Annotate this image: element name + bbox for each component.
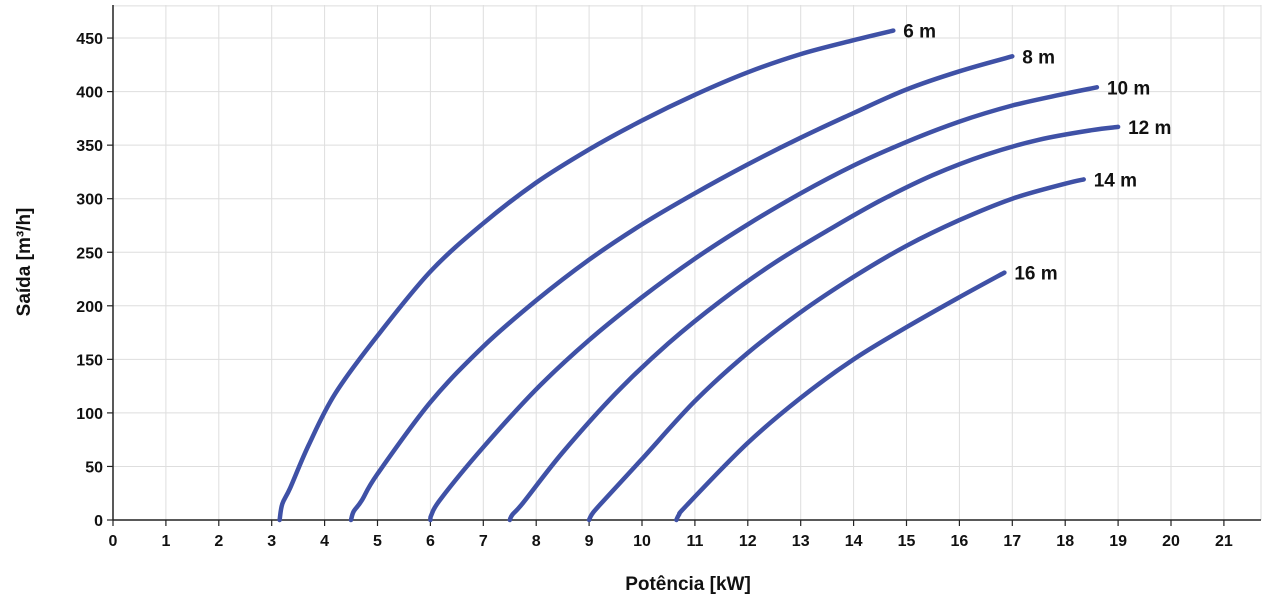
x-tick-label: 19	[1109, 533, 1127, 550]
x-tick-label: 4	[320, 533, 329, 550]
x-tick-label: 20	[1162, 533, 1180, 550]
x-tick-label: 3	[267, 533, 276, 550]
x-tick-label: 14	[845, 533, 863, 550]
x-tick-label: 16	[951, 533, 969, 550]
series-label: 14 m	[1094, 170, 1137, 191]
y-tick-label: 400	[76, 85, 103, 102]
x-tick-label: 21	[1215, 533, 1233, 550]
x-tick-label: 9	[585, 533, 594, 550]
x-tick-label: 13	[792, 533, 810, 550]
x-tick-label: 1	[161, 533, 170, 550]
x-axis-title: Potência [kW]	[625, 574, 751, 595]
y-tick-label: 150	[76, 352, 103, 369]
x-tick-label: 12	[739, 533, 757, 550]
series-label: 16 m	[1014, 264, 1057, 285]
x-tick-label: 11	[686, 533, 703, 550]
x-tick-label: 5	[373, 533, 382, 550]
y-tick-label: 50	[85, 459, 103, 476]
y-tick-label: 250	[76, 245, 103, 262]
x-tick-label: 15	[898, 533, 916, 550]
x-tick-label: 18	[1056, 533, 1074, 550]
y-tick-label: 450	[76, 31, 103, 48]
x-tick-label: 6	[426, 533, 435, 550]
x-tick-label: 8	[532, 533, 541, 550]
x-tick-label: 0	[109, 533, 118, 550]
series-label: 12 m	[1128, 118, 1171, 139]
series-line-12m	[507, 124, 1121, 523]
x-tick-label: 17	[1003, 533, 1021, 550]
x-tick-label: 7	[479, 533, 488, 550]
series-line-14m	[586, 177, 1086, 523]
series-line-6m	[277, 28, 896, 523]
series-label: 10 m	[1107, 78, 1150, 99]
series-label: 8 m	[1022, 47, 1055, 68]
series-line-10m	[428, 85, 1100, 523]
series-label: 6 m	[903, 22, 936, 43]
y-tick-label: 200	[76, 299, 103, 316]
y-axis-title: Saída [m³/h]	[14, 208, 35, 317]
y-tick-label: 0	[94, 513, 103, 530]
y-tick-label: 100	[76, 406, 103, 423]
series-line-16m	[674, 270, 1007, 523]
x-tick-label: 10	[633, 533, 651, 550]
y-tick-label: 350	[76, 138, 103, 155]
series-layer: 6 m 8 m 10 m 12 m 14 m 16 m	[277, 22, 1171, 523]
grid-layer	[113, 5, 1262, 520]
x-tick-label: 2	[214, 533, 223, 550]
axes-layer: 0 1 2 3 4 5 6 7 8 9 10 11 12 13 14 15 16 17 18 19 20 21050100…	[76, 5, 1261, 550]
y-tick-label: 300	[76, 192, 103, 209]
series-line-8m	[348, 54, 1015, 523]
